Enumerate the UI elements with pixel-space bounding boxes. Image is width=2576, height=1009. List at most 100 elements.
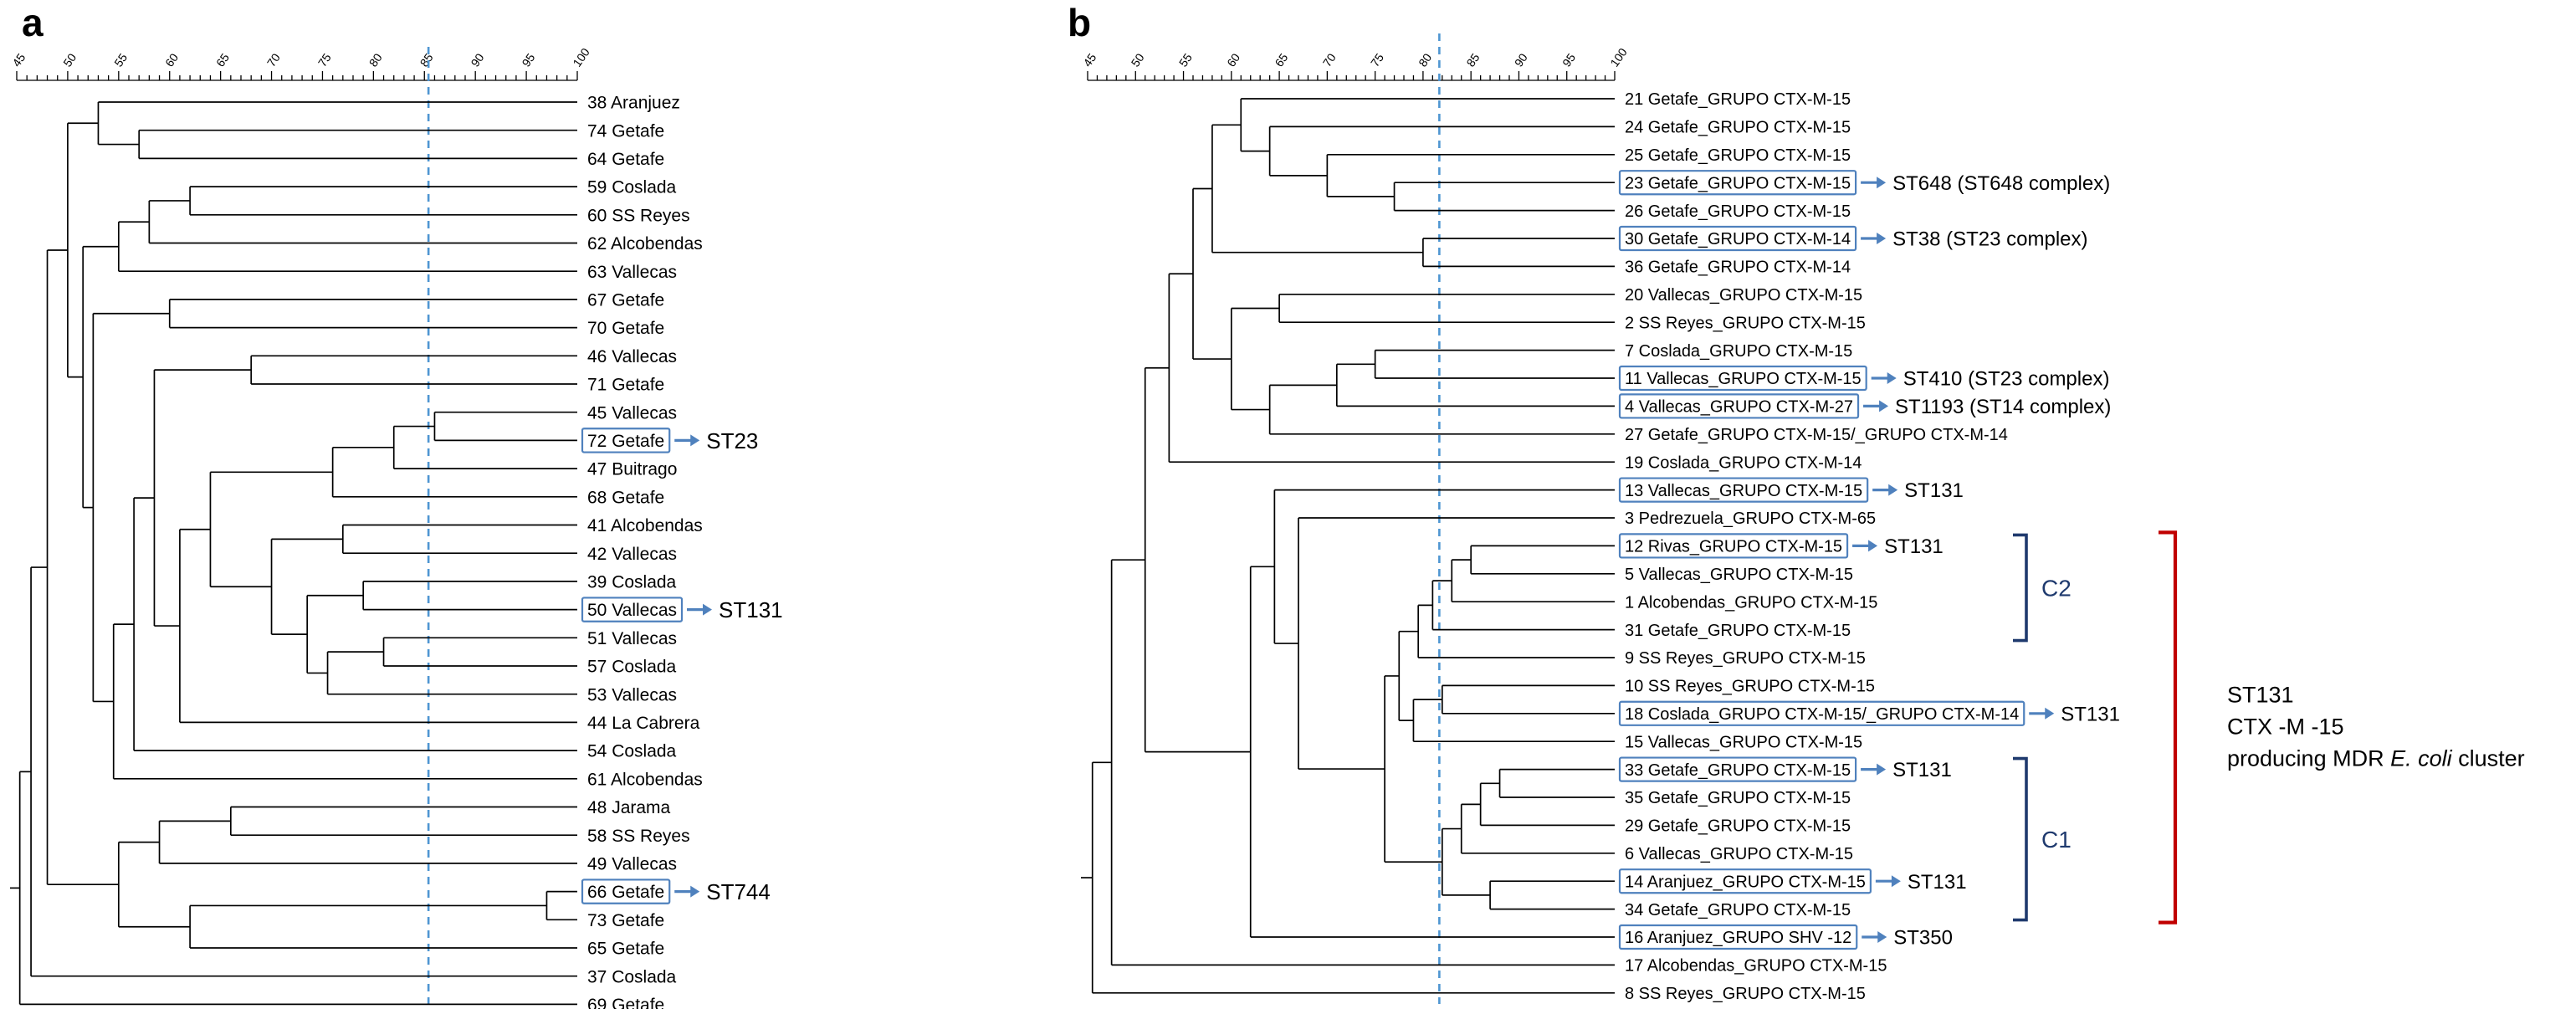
- leaf-label: 64 Getafe: [587, 150, 664, 169]
- st-arrow-head: [1877, 931, 1887, 943]
- leaf-label: 45 Vallecas: [587, 403, 677, 423]
- leaf-label: 54 Coslada: [587, 742, 677, 761]
- leaf-label: 2 SS Reyes_GRUPO CTX-M-15: [1625, 314, 1866, 332]
- scale-tick-label: 60: [1224, 51, 1242, 69]
- leaf-label: 8 SS Reyes_GRUPO CTX-M-15: [1625, 985, 1866, 1003]
- st-highlight-box: [1618, 533, 1849, 559]
- leaf-label: 36 Getafe_GRUPO CTX-M-14: [1625, 259, 1851, 277]
- st-label: ST410 (ST23 complex): [1903, 368, 2110, 391]
- leaf-label: 3 Pedrezuela_GRUPO CTX-M-65: [1625, 510, 1876, 528]
- scale-tick-label: 55: [111, 51, 130, 69]
- leaf-label: 15 Vallecas_GRUPO CTX-M-15: [1625, 733, 1862, 751]
- st-highlight-box: [1618, 393, 1860, 419]
- st-label: ST1193 (ST14 complex): [1895, 396, 2111, 418]
- leaf-label: 25 Getafe_GRUPO CTX-M-15: [1625, 146, 1851, 165]
- scale-tick-label: 75: [315, 51, 334, 69]
- st-label: ST38 (ST23 complex): [1892, 228, 2087, 251]
- leaf-label: 24 Getafe_GRUPO CTX-M-15: [1625, 119, 1851, 137]
- leaf-label: 49 Vallecas: [587, 854, 677, 873]
- scale-tick-label: 65: [1272, 51, 1290, 69]
- leaf-label: 67 Getafe: [587, 290, 664, 310]
- panel-a-letter: a: [22, 1, 44, 44]
- st-highlight-box: [581, 428, 671, 453]
- leaf-label: 38 Aranjuez: [587, 94, 680, 113]
- leaf-label: 5 Vallecas_GRUPO CTX-M-15: [1625, 566, 1853, 584]
- leaf-label: 58 SS Reyes: [587, 827, 690, 846]
- leaf-label: 23 Getafe_GRUPO CTX-M-15: [1625, 174, 1851, 192]
- st-label: ST131: [1908, 871, 1967, 894]
- dendrogram-tree: [1081, 98, 1615, 994]
- st-label: ST131: [1892, 759, 1952, 781]
- leaf-label: 16 Aranjuez_GRUPO SHV -12: [1625, 929, 1851, 947]
- leaf-label: 7 Coslada_GRUPO CTX-M-15: [1625, 342, 1852, 361]
- leaf-label: 35 Getafe_GRUPO CTX-M-15: [1625, 789, 1851, 807]
- leaf-label: 14 Aranjuez_GRUPO CTX-M-15: [1625, 873, 1866, 891]
- st131-cluster-bracket: [2159, 530, 2178, 924]
- st-label: ST350: [1893, 927, 1953, 950]
- leaf-label: 11 Vallecas_GRUPO CTX-M-15: [1625, 370, 1862, 388]
- st-label: ST131: [1904, 479, 1964, 502]
- scale-tick-label: 70: [1320, 51, 1339, 69]
- scale-tick-label: 80: [366, 51, 385, 69]
- panel-b-letter: b: [1068, 1, 1092, 44]
- leaf-label: 27 Getafe_GRUPO CTX-M-15/_GRUPO CTX-M-14: [1625, 426, 2008, 444]
- leaf-label: 61 Alcobendas: [587, 770, 703, 789]
- scale-tick-label: 95: [1559, 51, 1578, 69]
- leaf-label: 1 Alcobendas_GRUPO CTX-M-15: [1625, 593, 1877, 612]
- st-arrow-head: [1891, 875, 1901, 888]
- leaf-label: 10 SS Reyes_GRUPO CTX-M-15: [1625, 678, 1875, 696]
- dendrogram-b: 45 50 55 60 65 70 75 80 85 90 95 100 21 Getafe_GRUPO…: [1080, 33, 2525, 1004]
- st-arrow-head: [1887, 372, 1897, 384]
- st-arrow-head: [2045, 707, 2055, 720]
- leaf-label: 51 Vallecas: [587, 629, 677, 648]
- leaf-label: 12 Rivas_GRUPO CTX-M-15: [1625, 538, 1842, 556]
- scale-tick-label: 70: [264, 51, 283, 69]
- st-highlight-box: [1618, 756, 1857, 782]
- leaf-label: 6 Vallecas_GRUPO CTX-M-15: [1625, 845, 1853, 863]
- scale-tick-label: 75: [1368, 51, 1386, 69]
- cluster-label-line-1: ST131: [2227, 683, 2294, 708]
- scale-tick-label: 100: [570, 45, 592, 69]
- st-arrow-head: [1877, 763, 1887, 776]
- leaf-label: 60 SS Reyes: [587, 206, 690, 225]
- st-arrow-head: [1879, 400, 1889, 412]
- st-label: ST648 (ST648 complex): [1892, 172, 2110, 195]
- leaf-label: 39 Coslada: [587, 572, 677, 592]
- scale-tick-label: 50: [60, 51, 79, 69]
- panel-a: a 45 50 55 60 65 70 75 80 85 90 95 100 38 Aranjuez 74…: [0, 0, 1063, 1009]
- st-label: ST131: [719, 597, 783, 622]
- leaf-label: 33 Getafe_GRUPO CTX-M-15: [1625, 761, 1851, 780]
- st-highlight-box: [1618, 700, 2025, 726]
- leaf-label: 68 Getafe: [587, 488, 664, 507]
- leaf-label: 13 Vallecas_GRUPO CTX-M-15: [1625, 482, 1862, 500]
- subcluster-bracket-c1: [2013, 756, 2028, 922]
- st-highlight-box: [1618, 365, 1867, 392]
- st-highlight-box: [581, 878, 671, 904]
- st-label: ST23: [706, 428, 758, 453]
- leaf-label: 9 SS Reyes_GRUPO CTX-M-15: [1625, 649, 1866, 668]
- leaf-label: 26 Getafe_GRUPO CTX-M-15: [1625, 202, 1851, 221]
- leaf-label: 21 Getafe_GRUPO CTX-M-15: [1625, 90, 1851, 109]
- leaf-label: 30 Getafe_GRUPO CTX-M-14: [1625, 230, 1851, 248]
- leaf-label: 37 Coslada: [587, 967, 677, 986]
- subcluster-label-c1: C1: [2041, 827, 2072, 853]
- dendrogram-tree: [10, 101, 577, 1006]
- leaf-label: 57 Coslada: [587, 658, 677, 677]
- st-arrow-head: [1888, 484, 1898, 496]
- panel-b: b 45 50 55 60 65 70 75 80 85 90 95 100 21 Getafe_GRU…: [1063, 0, 2576, 1009]
- leaf-label: 65 Getafe: [587, 940, 664, 959]
- st-label: ST131: [2061, 703, 2120, 725]
- leaf-label: 69 Getafe: [587, 996, 664, 1009]
- st-label: ST131: [1884, 535, 1944, 558]
- leaf-label: 53 Vallecas: [587, 685, 677, 704]
- leaf-label: 34 Getafe_GRUPO CTX-M-15: [1625, 901, 1851, 919]
- leaf-label: 72 Getafe: [587, 432, 664, 451]
- scale-tick-label: 45: [1080, 51, 1099, 69]
- scale-bar: [16, 71, 578, 81]
- leaf-label: 4 Vallecas_GRUPO CTX-M-27: [1625, 398, 1853, 417]
- scale-tick-label: 100: [1607, 45, 1630, 69]
- scale-tick-label: 90: [1512, 51, 1530, 69]
- leaf-label: 46 Vallecas: [587, 347, 677, 366]
- scale-tick-label: 90: [469, 51, 487, 69]
